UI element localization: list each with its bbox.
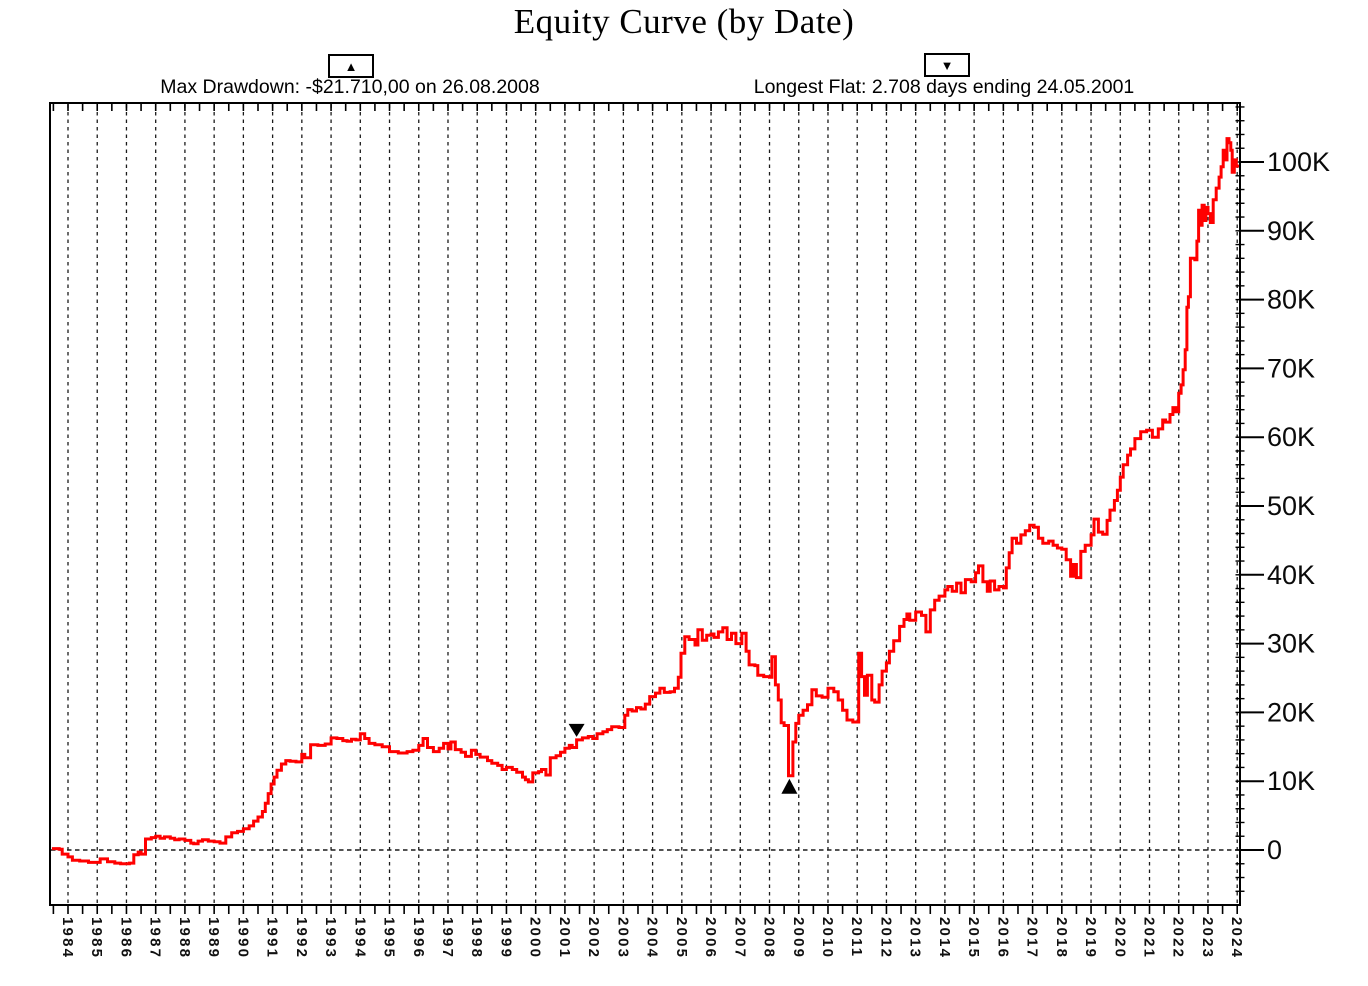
- svg-text:2013: 2013: [907, 917, 924, 959]
- svg-text:1992: 1992: [293, 917, 310, 959]
- svg-text:2020: 2020: [1111, 917, 1128, 959]
- svg-text:1997: 1997: [439, 917, 456, 959]
- svg-text:2010: 2010: [819, 917, 836, 959]
- svg-text:100K: 100K: [1267, 147, 1330, 177]
- svg-text:2016: 2016: [994, 917, 1011, 959]
- svg-text:2015: 2015: [965, 917, 982, 959]
- max-drawdown-marker-button[interactable]: ▲: [328, 54, 374, 78]
- chart-title: Equity Curve (by Date): [513, 2, 855, 41]
- svg-text:1990: 1990: [234, 917, 251, 959]
- svg-text:2019: 2019: [1082, 917, 1099, 959]
- svg-text:1989: 1989: [205, 917, 222, 959]
- svg-text:1995: 1995: [381, 917, 398, 959]
- svg-text:20K: 20K: [1267, 697, 1315, 727]
- svg-text:1999: 1999: [497, 917, 514, 959]
- svg-text:2004: 2004: [644, 917, 661, 959]
- svg-text:1985: 1985: [88, 917, 105, 959]
- svg-text:2014: 2014: [936, 917, 953, 959]
- svg-text:60K: 60K: [1267, 422, 1315, 452]
- down-triangle-icon: ▼: [940, 57, 954, 73]
- svg-text:1987: 1987: [147, 917, 164, 959]
- up-triangle-icon: ▲: [344, 58, 358, 74]
- svg-text:2011: 2011: [848, 917, 865, 958]
- svg-text:2012: 2012: [877, 917, 894, 959]
- svg-text:1993: 1993: [322, 917, 339, 959]
- svg-text:2001: 2001: [556, 917, 573, 959]
- svg-text:80K: 80K: [1267, 285, 1315, 315]
- svg-text:40K: 40K: [1267, 560, 1315, 590]
- svg-text:2018: 2018: [1053, 917, 1070, 959]
- svg-text:2021: 2021: [1141, 917, 1158, 959]
- svg-text:2000: 2000: [527, 917, 544, 959]
- longest-flat-label: Longest Flat: 2.708 days ending 24.05.20…: [753, 76, 1135, 98]
- svg-text:2006: 2006: [702, 917, 719, 959]
- svg-text:2002: 2002: [585, 917, 602, 959]
- max-drawdown-label: Max Drawdown: -$21.710,00 on 26.08.2008: [160, 76, 540, 98]
- svg-text:1988: 1988: [176, 917, 193, 959]
- svg-text:2022: 2022: [1170, 917, 1187, 959]
- svg-text:2024: 2024: [1228, 917, 1245, 959]
- svg-text:1996: 1996: [410, 917, 427, 959]
- svg-text:1991: 1991: [264, 917, 281, 959]
- svg-text:1984: 1984: [59, 917, 76, 959]
- svg-text:0: 0: [1267, 835, 1282, 865]
- svg-text:90K: 90K: [1267, 216, 1315, 246]
- svg-text:2007: 2007: [731, 917, 748, 959]
- svg-text:1994: 1994: [351, 917, 368, 959]
- svg-text:10K: 10K: [1267, 766, 1315, 796]
- svg-text:1998: 1998: [468, 917, 485, 959]
- svg-text:2008: 2008: [761, 917, 778, 959]
- svg-text:2017: 2017: [1024, 917, 1041, 959]
- svg-text:50K: 50K: [1267, 491, 1315, 521]
- svg-text:2005: 2005: [673, 917, 690, 959]
- svg-text:2023: 2023: [1199, 917, 1216, 959]
- svg-text:70K: 70K: [1267, 353, 1315, 383]
- svg-text:2009: 2009: [790, 917, 807, 959]
- svg-text:1986: 1986: [117, 917, 134, 959]
- svg-text:30K: 30K: [1267, 629, 1315, 659]
- longest-flat-marker-button[interactable]: ▼: [924, 53, 970, 77]
- svg-text:2003: 2003: [614, 917, 631, 959]
